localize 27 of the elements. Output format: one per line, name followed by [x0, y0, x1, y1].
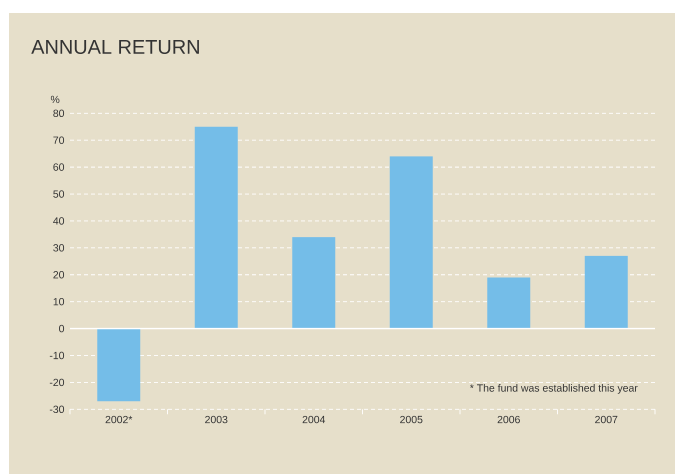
y-tick-label: 50	[53, 190, 64, 198]
y-tick-label: -30	[50, 406, 64, 414]
y-tick-label: 10	[54, 298, 64, 306]
y-tick-label: 80	[53, 110, 64, 118]
y-tick-label: 30	[53, 244, 64, 252]
x-tick-label: 2004	[302, 416, 326, 424]
bar	[390, 156, 433, 329]
bar	[584, 256, 628, 329]
x-tick-label: 2002*	[106, 416, 132, 424]
y-tick-label: 40	[53, 217, 64, 225]
y-tick-label: -10	[50, 352, 64, 360]
y-tick-label: 20	[53, 271, 64, 278]
annotation: * The fund was established this year	[470, 384, 638, 394]
y-axis-title: %	[50, 96, 60, 104]
x-tick-label: 2006	[498, 416, 520, 424]
bar	[292, 237, 336, 329]
bar	[487, 277, 530, 329]
x-tick-label: 2003	[205, 416, 228, 424]
y-tick-label: 70	[53, 136, 64, 144]
x-tick-label: 2005	[400, 416, 422, 424]
bar	[97, 328, 140, 402]
chart-title: ANNUAL RETURN	[31, 40, 199, 54]
y-tick-label: -20	[50, 378, 64, 386]
y-tick-label: 60	[53, 163, 64, 171]
y-tick-label: 0	[59, 324, 64, 332]
x-tick-label: 2007	[595, 416, 618, 424]
bar	[194, 126, 238, 329]
